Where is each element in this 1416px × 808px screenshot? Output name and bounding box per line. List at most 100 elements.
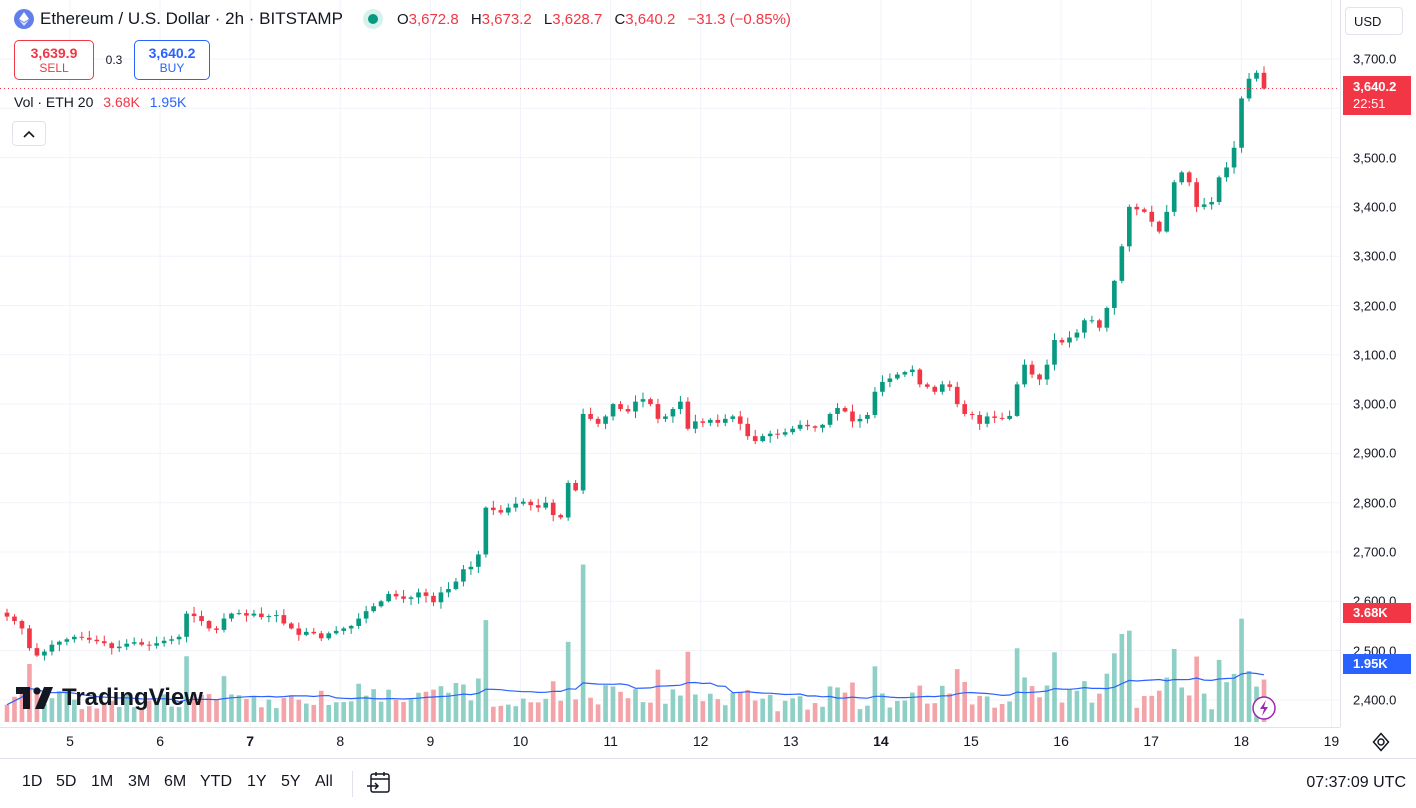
- candle-body: [259, 613, 264, 618]
- volume-bar: [1104, 673, 1110, 722]
- candle-body: [326, 633, 332, 639]
- volume-ma-value: 1.95K: [149, 94, 187, 110]
- volume-bar: [79, 709, 85, 722]
- volume-bar: [1074, 690, 1080, 722]
- volume-bar: [363, 695, 369, 722]
- chart-settings-button[interactable]: [1370, 731, 1392, 753]
- collapse-legend-button[interactable]: [12, 121, 46, 146]
- sell-price: 3,639.9: [30, 45, 78, 61]
- candle-body: [842, 408, 848, 412]
- volume-bar: [857, 709, 863, 722]
- range-button-all[interactable]: All: [315, 773, 333, 790]
- price-tick: 3,400.0: [1353, 199, 1397, 215]
- candle-body: [655, 404, 661, 419]
- candle-body: [715, 419, 721, 423]
- candle-body: [1067, 337, 1072, 343]
- range-button-1m[interactable]: 1M: [91, 773, 114, 790]
- price-tick: 2,400.0: [1353, 692, 1397, 708]
- price-tick: 2,800.0: [1353, 495, 1397, 511]
- candle-body: [296, 628, 302, 635]
- candle-body: [393, 593, 399, 597]
- candle-body: [857, 418, 863, 422]
- candle-body: [371, 606, 376, 612]
- price-scale[interactable]: [1340, 0, 1416, 727]
- range-button-6m[interactable]: 6M: [164, 773, 187, 790]
- price-tick: 2,700.0: [1353, 544, 1397, 560]
- candle-body: [27, 628, 32, 649]
- currency-selector[interactable]: USD: [1345, 7, 1403, 35]
- volume-bar: [341, 702, 347, 722]
- volume-bar: [932, 703, 938, 722]
- candle-body: [176, 636, 182, 640]
- volume-bar: [483, 620, 489, 722]
- candle-body: [603, 416, 608, 424]
- volume-bar: [1007, 701, 1012, 722]
- sell-button[interactable]: 3,639.9 SELL: [14, 40, 94, 80]
- range-button-5y[interactable]: 5Y: [281, 773, 301, 790]
- volume-bar: [1119, 633, 1125, 722]
- lightning-icon[interactable]: [1252, 696, 1276, 720]
- candle-body: [363, 611, 369, 619]
- utc-clock[interactable]: 07:37:09 UTC: [1306, 774, 1406, 791]
- volume-bar: [850, 682, 855, 722]
- buy-button[interactable]: 3,640.2 BUY: [134, 40, 210, 80]
- time-tick: 9: [426, 733, 435, 749]
- time-scale[interactable]: [0, 727, 1340, 758]
- candle-body: [341, 628, 347, 631]
- ethereum-logo-icon: [14, 9, 34, 29]
- candle-body: [244, 613, 249, 616]
- volume-bar: [872, 666, 878, 722]
- volume-bar: [1022, 677, 1027, 722]
- candle-body: [34, 648, 40, 656]
- range-button-1y[interactable]: 1Y: [247, 773, 267, 790]
- volume-bar: [939, 685, 945, 722]
- volume-bar: [752, 700, 758, 722]
- candle-body: [139, 642, 144, 645]
- candle-body: [431, 595, 436, 603]
- candle-body: [1059, 340, 1065, 343]
- candle-body: [1261, 72, 1267, 89]
- volume-bar: [1201, 693, 1207, 722]
- volume-bar: [4, 704, 10, 722]
- chart-pane[interactable]: [0, 0, 1340, 727]
- range-button-5d[interactable]: 5D: [56, 773, 77, 790]
- candle-body: [520, 501, 526, 504]
- volume-bar: [977, 695, 982, 722]
- volume-bar: [116, 707, 122, 722]
- candle-body: [775, 433, 780, 435]
- candle-body: [461, 569, 466, 582]
- symbol-title[interactable]: Ethereum / U.S. Dollar · 2h · BITSTAMP: [40, 9, 343, 28]
- go-to-date-button[interactable]: [366, 770, 392, 796]
- volume-bar: [580, 564, 586, 722]
- candle-body: [880, 381, 885, 392]
- volume-bar: [1029, 686, 1035, 722]
- candle-body: [1037, 374, 1042, 380]
- candle-body: [146, 644, 152, 646]
- volume-bar: [94, 708, 100, 722]
- candle-body: [1074, 332, 1080, 338]
- volume-bar: [438, 686, 444, 722]
- volume-bar: [603, 685, 608, 722]
- volume-bar: [311, 704, 317, 722]
- range-button-ytd[interactable]: YTD: [200, 773, 232, 790]
- volume-bar: [184, 656, 189, 722]
- volume-bar: [715, 699, 721, 722]
- volume-bar: [124, 694, 130, 722]
- volume-legend[interactable]: Vol · ETH 20 3.68K 1.95K: [14, 94, 186, 110]
- volume-bar: [378, 701, 384, 722]
- high-value: 3,673.2: [481, 10, 532, 28]
- candle-body: [573, 482, 578, 491]
- volume-bar: [1067, 689, 1072, 722]
- range-button-1d[interactable]: 1D: [22, 773, 43, 790]
- candle-body: [49, 644, 55, 652]
- volume-bar: [244, 698, 249, 722]
- candle-body: [535, 505, 541, 508]
- range-button-3m[interactable]: 3M: [128, 773, 151, 790]
- volume-bar: [595, 704, 601, 722]
- spread-value: 0.3: [105, 53, 123, 67]
- candlestick-chart[interactable]: [0, 0, 1340, 727]
- candle-body: [827, 413, 833, 425]
- volume-bar: [296, 699, 302, 722]
- volume-bar: [730, 692, 736, 722]
- candle-body: [558, 515, 563, 518]
